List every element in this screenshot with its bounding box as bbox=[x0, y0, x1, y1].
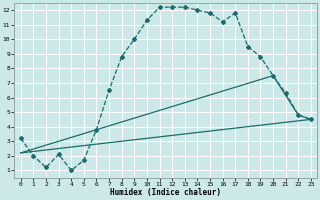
X-axis label: Humidex (Indice chaleur): Humidex (Indice chaleur) bbox=[110, 188, 221, 197]
